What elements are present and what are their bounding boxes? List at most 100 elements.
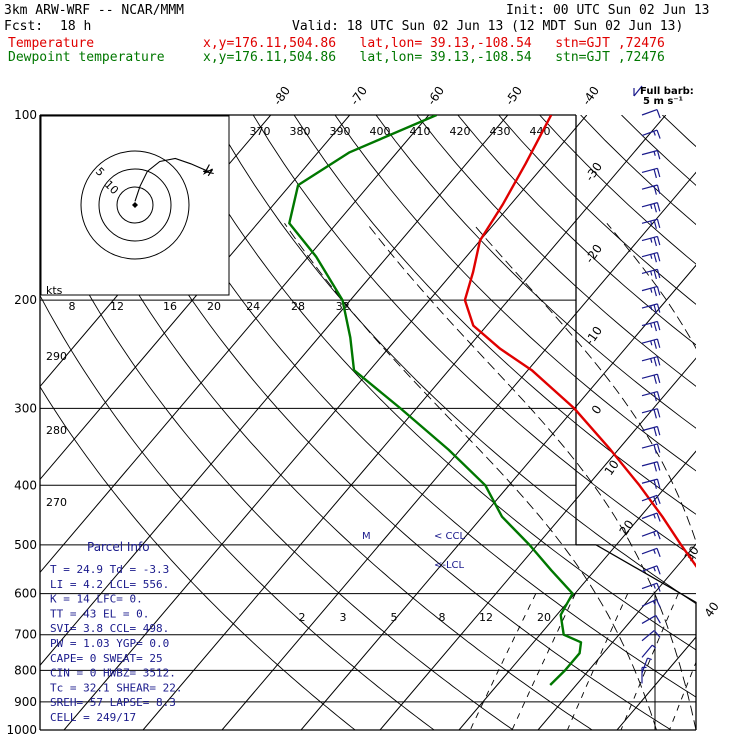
mixing-ratio-label: 2 [299, 611, 306, 624]
wind-barb [641, 565, 661, 575]
dry-adiabat-line [40, 385, 356, 730]
wind-barb-staff [641, 252, 658, 258]
wind-barb-flag [656, 391, 661, 401]
hodograph-trace [134, 157, 214, 202]
barb-legend-line2: 5 m s⁻¹ [643, 96, 683, 107]
hodograph-origin-icon [132, 202, 138, 208]
wind-barb-flag [653, 566, 656, 572]
wind-barb-staff [641, 390, 658, 397]
mixing-ratio-line [566, 593, 629, 730]
wind-barb-staff [641, 530, 658, 537]
wind-barb-flag [653, 131, 656, 136]
dry-adiabat-line [129, 115, 696, 698]
legend-barb-icon [633, 85, 643, 97]
isotherm-line [300, 264, 696, 730]
wind-barb-staff [641, 461, 658, 467]
wind-barb-staff [641, 129, 658, 137]
dry-adiabat-line [40, 294, 435, 730]
wind-barb-staff [641, 235, 658, 242]
isotherm-line [458, 450, 696, 730]
wind-barb-staff [641, 443, 658, 449]
wind-barb-flag [656, 321, 661, 331]
wind-barb-flag [653, 630, 661, 638]
wind-barb [641, 320, 661, 332]
temperature-trace [463, 115, 696, 568]
parcel-info-row: TT = 43 EL = 0. [50, 607, 149, 620]
moist-adiabat-line [366, 223, 696, 730]
pressure-tick-label: 300 [14, 401, 37, 415]
wind-barb-flag [653, 496, 658, 506]
wind-barb-flag [653, 374, 657, 384]
wind-barb-flag [653, 357, 657, 367]
parcel-info-row: PW = 1.03 YGP= 0.0 [50, 637, 169, 650]
mixing-ratio-line [733, 594, 740, 730]
dry-adiabat-line [703, 115, 740, 730]
wind-barb-flag [656, 303, 661, 313]
dewpoint-location-info: x,y=176.11,504.86 lat,lon= 39.13,-108.54… [203, 50, 665, 65]
parcel-info-row: SREH= 57 LAPSE= 8.3 [50, 696, 176, 709]
forecast-hour: 18 h [60, 19, 92, 34]
dry-adiabat-label: 290 [46, 350, 67, 363]
wind-barb-flag [647, 657, 652, 661]
wind-barb-staff [641, 320, 658, 327]
pressure-tick-label: 700 [14, 628, 37, 642]
wind-barb [641, 202, 661, 213]
dry-adiabat-line [171, 115, 696, 651]
wind-barb [641, 129, 661, 139]
wind-barb [641, 512, 661, 522]
isotherm-label: 20 [617, 517, 637, 538]
isotherm-line [40, 115, 509, 667]
dry-adiabat-line [293, 115, 696, 515]
pressure-tick-label: 400 [14, 478, 37, 492]
wind-barb-flag [653, 270, 657, 280]
wind-barb-flag [656, 443, 661, 453]
pressure-tick-label: 800 [14, 663, 37, 677]
wind-barb-staff [641, 338, 658, 344]
valid-time: Valid: 18 UTC Sun 02 Jun 13 (12 MDT Sun … [292, 19, 684, 34]
wind-barb [641, 657, 652, 674]
pressure-tick-label: 900 [14, 695, 37, 709]
wind-barb-flag [650, 270, 653, 276]
wind-barb [641, 547, 661, 557]
isotherm-line [379, 357, 696, 730]
isotherm-label: -50 [502, 84, 525, 108]
hodo-speed-label: 28 [291, 300, 305, 313]
isotherm-line [537, 543, 696, 730]
wind-barb-staff [641, 218, 658, 224]
wind-barb-flag [653, 427, 657, 437]
wind-barb-flag [653, 339, 657, 349]
wind-barb-flag [653, 203, 657, 213]
wind-barb-flag [650, 340, 653, 346]
theta-label: 370 [250, 125, 271, 138]
wind-barb-flag [650, 220, 653, 226]
wind-barb-staff [641, 478, 658, 484]
wind-barb [641, 630, 661, 642]
wind-barb-flag [656, 129, 661, 139]
dry-adiabat-line [416, 115, 696, 387]
wind-barb-staff [641, 149, 658, 156]
dry-adiabat-line [48, 115, 593, 730]
wind-barb [641, 356, 661, 367]
wind-barb [641, 644, 657, 658]
wind-barb-flag [653, 253, 657, 263]
theta-label: 410 [410, 125, 431, 138]
wind-barb-flag [656, 408, 661, 418]
dewpoint-legend-label: Dewpoint temperature [8, 50, 165, 65]
parcel-info-panel: Parcel Info T = 24.9 Td = -3.3 LI = 4.2 L… [50, 540, 182, 724]
isotherm-label: -10 [582, 324, 605, 348]
theta-label: 390 [330, 125, 351, 138]
wind-barb-flag [655, 599, 661, 608]
wind-barb-staff [641, 184, 658, 190]
wind-barb [641, 461, 661, 472]
dry-adiabat-label: 270 [46, 496, 67, 509]
wind-barb [641, 478, 661, 489]
theta-label: 430 [490, 125, 511, 138]
wind-barb-flag [656, 512, 661, 522]
dry-adiabat-line [334, 115, 696, 472]
wind-barb-staff [641, 565, 658, 572]
wind-barb-flag [653, 531, 656, 537]
parcel-info-row: CIN = 0 HWBZ= 3512. [50, 667, 176, 680]
wind-barb-flag [653, 549, 656, 554]
wind-barb-flag [653, 219, 657, 229]
wind-barb [641, 666, 647, 684]
